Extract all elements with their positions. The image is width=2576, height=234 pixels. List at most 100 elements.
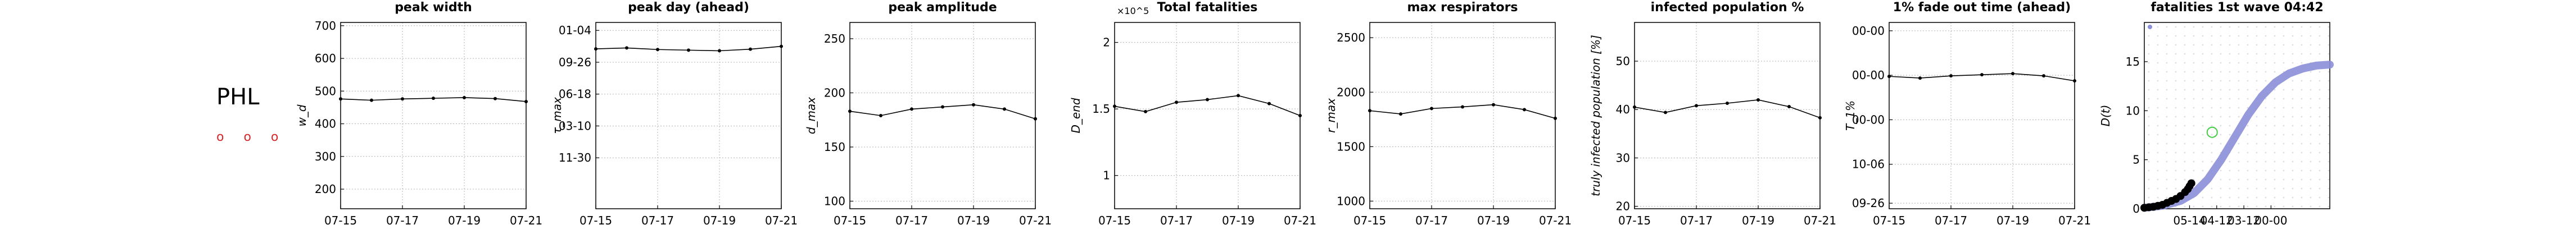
background-dot [2193, 134, 2195, 136]
background-dot [2283, 169, 2285, 172]
background-dot [2202, 53, 2204, 55]
background-dot [2301, 152, 2303, 154]
background-dot [2301, 160, 2303, 163]
background-dot [2328, 44, 2330, 46]
data-point [494, 97, 497, 100]
x-tick-label: 04-12 [2201, 214, 2233, 227]
background-dot [2229, 187, 2231, 190]
background-dot [2247, 35, 2249, 37]
background-dot [2238, 116, 2240, 118]
data-point [848, 109, 852, 113]
background-dot [2301, 80, 2303, 82]
background-dot [2292, 80, 2294, 82]
background-dot [2283, 134, 2285, 136]
background-dot [2157, 89, 2159, 91]
background-dot [2193, 44, 2195, 46]
background-dot [2175, 80, 2177, 82]
y-axis-label: D(t) [2099, 105, 2112, 127]
background-dot [2157, 98, 2159, 100]
data-point [1368, 109, 1371, 113]
background-dot [2256, 35, 2258, 37]
y-tick-label: 300 [315, 150, 336, 163]
background-dot [2328, 26, 2330, 28]
background-dot [2211, 196, 2213, 199]
background-dot [2166, 152, 2168, 154]
y-tick-label: 150 [824, 140, 845, 154]
background-dot [2292, 98, 2294, 100]
data-point [1523, 108, 1526, 112]
x-tick-label: 07-17 [895, 214, 928, 227]
x-tick-label: 07-15 [580, 214, 612, 227]
y-tick-label: 50 [1616, 54, 1630, 68]
background-dot [2301, 178, 2303, 181]
background-dot [2319, 53, 2321, 55]
background-dot [2247, 196, 2249, 199]
background-dot [2238, 89, 2240, 91]
background-dot [2238, 187, 2240, 190]
background-dot [2301, 35, 2303, 37]
background-dot [2301, 205, 2303, 208]
background-dot [2166, 143, 2168, 145]
background-dot [2319, 187, 2321, 190]
background-dot [2310, 26, 2312, 28]
background-dot [2175, 98, 2177, 100]
background-dot [2202, 80, 2204, 82]
background-dot [2202, 169, 2204, 172]
background-dot [2328, 125, 2330, 127]
background-dot [2211, 134, 2213, 136]
background-dot [2247, 71, 2249, 73]
y-axis-label: r_max [1324, 98, 1338, 133]
background-dot [2283, 160, 2285, 163]
background-dot [2202, 205, 2204, 208]
background-dot [2211, 80, 2213, 82]
background-dot [2265, 98, 2267, 100]
y-tick-label: 15 [2126, 55, 2140, 68]
background-dot [2247, 53, 2249, 55]
background-dot [2157, 143, 2159, 145]
background-dot [2166, 35, 2168, 37]
background-dot [2148, 107, 2150, 109]
x-tick-label: 07-21 [765, 214, 798, 227]
background-dot [2301, 143, 2303, 145]
background-dot [2175, 35, 2177, 37]
y-tick-label: 2 [1103, 36, 1110, 49]
data-point [687, 48, 690, 52]
plot-frame [1634, 22, 1821, 209]
background-dot [2229, 44, 2231, 46]
background-dot [2211, 44, 2213, 46]
background-dot [2193, 80, 2195, 82]
chart-title: peak day (ahead) [628, 1, 749, 15]
data-point [1980, 73, 1984, 77]
background-dot [2301, 116, 2303, 118]
background-dot [2274, 89, 2276, 91]
background-dot [2229, 89, 2231, 91]
background-dot [2175, 187, 2177, 190]
background-dot [2328, 205, 2330, 208]
x-tick-label: 07-15 [1873, 214, 1905, 227]
y-tick-label: 1.5 [1092, 102, 1110, 116]
background-dot [2319, 196, 2321, 199]
background-dot [2184, 107, 2186, 109]
y-tick-label: 700 [315, 19, 336, 33]
data-point [910, 107, 913, 111]
background-dot [2292, 53, 2294, 55]
background-dot [2256, 44, 2258, 46]
background-dot [2274, 152, 2276, 154]
background-dot [2301, 98, 2303, 100]
background-dot [2220, 205, 2222, 208]
background-dot [2256, 160, 2258, 163]
background-dot [2166, 89, 2168, 91]
background-dot [2247, 107, 2249, 109]
y-tick-label: 10 [2126, 104, 2140, 117]
background-dot [2274, 205, 2276, 208]
background-dot [2220, 44, 2222, 46]
background-dot [2292, 134, 2294, 136]
y-tick-label: 2500 [1337, 31, 1365, 44]
background-dot [2193, 169, 2195, 172]
background-dot [2175, 116, 2177, 118]
x-tick-label: 07-21 [1804, 214, 1836, 227]
data-point [972, 103, 975, 107]
data-point [1206, 98, 1209, 102]
background-dot [2274, 44, 2276, 46]
background-dot [2319, 35, 2321, 37]
